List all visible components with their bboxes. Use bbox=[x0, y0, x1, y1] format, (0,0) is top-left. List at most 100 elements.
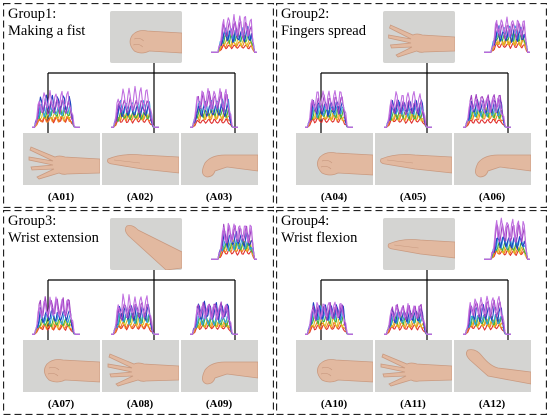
main-hand-photo bbox=[110, 218, 182, 270]
gesture-signal-chart bbox=[304, 83, 354, 131]
signal-thumbnail bbox=[384, 303, 432, 335]
signal-trace bbox=[211, 13, 257, 53]
signal-trace bbox=[111, 104, 159, 128]
signal-trace bbox=[111, 85, 159, 128]
signal-trace bbox=[32, 90, 80, 128]
gesture-signal-chart bbox=[462, 290, 512, 338]
signal-trace bbox=[463, 118, 511, 128]
hand-photo bbox=[110, 11, 182, 63]
signal-thumbnail bbox=[32, 90, 80, 128]
hand-photo bbox=[296, 340, 373, 392]
group-panel: Group1: Making a fist (A01) (A02) (A03) bbox=[3, 3, 274, 208]
group-panel: Group4: Wrist flexion (A10) (A11) (A12) bbox=[276, 210, 547, 415]
group-title-line1: Group2: bbox=[281, 6, 330, 22]
signal-thumbnail bbox=[211, 13, 257, 53]
gesture-hand-photo bbox=[296, 340, 373, 392]
panel-border bbox=[276, 3, 547, 208]
group-title: Group2: Fingers spread bbox=[281, 6, 366, 40]
panel-border bbox=[3, 210, 274, 415]
hand-photo bbox=[23, 340, 100, 392]
gesture-signal-chart bbox=[383, 290, 433, 338]
hand-photo bbox=[454, 340, 531, 392]
hand-photo bbox=[375, 133, 452, 185]
hand-photo bbox=[181, 340, 258, 392]
main-hand-photo bbox=[383, 218, 455, 270]
signal-thumbnail bbox=[111, 85, 159, 128]
main-signal-chart bbox=[483, 215, 531, 263]
connector-arrows bbox=[44, 63, 239, 143]
gesture-hand-photo bbox=[181, 340, 258, 392]
signal-trace bbox=[463, 295, 511, 335]
main-signal-chart bbox=[210, 8, 258, 56]
main-signal-chart bbox=[210, 215, 258, 263]
signal-thumbnail bbox=[484, 217, 530, 260]
group-title-line2: Wrist flexion bbox=[281, 230, 358, 246]
hand-photo bbox=[454, 133, 531, 185]
gesture-signal-chart bbox=[304, 290, 354, 338]
signal-thumbnail bbox=[384, 90, 432, 128]
gesture-signal-chart bbox=[189, 290, 239, 338]
hand-photo bbox=[296, 133, 373, 185]
signal-trace bbox=[305, 90, 353, 128]
connector-arrows bbox=[317, 270, 512, 350]
signal-trace bbox=[190, 103, 238, 128]
gesture-hand-photo bbox=[375, 340, 452, 392]
signal-trace bbox=[32, 296, 80, 335]
signal-trace bbox=[305, 301, 353, 335]
group-panel: Group2: Fingers spread (A04) (A05) (A06) bbox=[276, 3, 547, 208]
signal-trace bbox=[384, 303, 432, 335]
signal-thumbnail bbox=[484, 16, 530, 53]
hand-photo bbox=[102, 133, 179, 185]
main-hand-photo bbox=[383, 11, 455, 63]
gesture-signal-chart bbox=[31, 290, 81, 338]
gesture-label: (A02) bbox=[126, 191, 154, 203]
group-title-line2: Wrist extension bbox=[8, 230, 99, 246]
group-title-line2: Making a fist bbox=[8, 23, 86, 39]
signal-thumbnail bbox=[32, 296, 80, 335]
main-hand-photo bbox=[110, 11, 182, 63]
gesture-label: (A06) bbox=[478, 191, 506, 203]
signal-thumbnail bbox=[190, 300, 238, 335]
group-title-line1: Group4: bbox=[281, 213, 330, 229]
signal-thumbnail bbox=[211, 222, 257, 260]
group-title-line1: Group1: bbox=[8, 6, 57, 22]
gesture-hand-photo bbox=[454, 340, 531, 392]
panel-border bbox=[3, 3, 274, 208]
gesture-label: (A01) bbox=[47, 191, 75, 203]
signal-trace bbox=[305, 301, 353, 335]
group-title-line2: Fingers spread bbox=[281, 23, 366, 39]
signal-thumbnail bbox=[463, 93, 511, 128]
gesture-hand-photo bbox=[23, 133, 100, 185]
signal-trace bbox=[111, 293, 159, 335]
signal-trace bbox=[384, 90, 432, 128]
gesture-label: (A08) bbox=[126, 398, 154, 410]
signal-thumbnail bbox=[190, 88, 238, 128]
gesture-signal-chart bbox=[462, 83, 512, 131]
signal-trace bbox=[384, 303, 432, 335]
connector-arrows bbox=[44, 270, 239, 350]
signal-trace bbox=[463, 323, 511, 335]
gesture-hand-photo bbox=[23, 340, 100, 392]
hand-photo bbox=[383, 218, 455, 270]
hand-photo bbox=[375, 340, 452, 392]
gesture-signal-chart bbox=[383, 83, 433, 131]
group-title: Group1: Making a fist bbox=[8, 6, 85, 40]
gesture-hand-photo bbox=[102, 133, 179, 185]
group-title: Group3: Wrist extension bbox=[8, 213, 99, 247]
signal-trace bbox=[190, 88, 238, 128]
group-title-line1: Group3: bbox=[8, 213, 57, 229]
gesture-signal-chart bbox=[189, 83, 239, 131]
group-panel: Group3: Wrist extension (A07) (A08) (A09) bbox=[3, 210, 274, 415]
hand-photo bbox=[383, 11, 455, 63]
signal-thumbnail bbox=[111, 293, 159, 335]
signal-trace bbox=[463, 96, 511, 128]
hand-photo bbox=[181, 133, 258, 185]
signal-thumbnail bbox=[463, 295, 511, 335]
signal-trace bbox=[484, 16, 530, 53]
gesture-hand-photo bbox=[102, 340, 179, 392]
signal-trace bbox=[190, 90, 238, 128]
gesture-label: (A09) bbox=[205, 398, 233, 410]
signal-thumbnail bbox=[305, 90, 353, 128]
panel-border bbox=[276, 210, 547, 415]
